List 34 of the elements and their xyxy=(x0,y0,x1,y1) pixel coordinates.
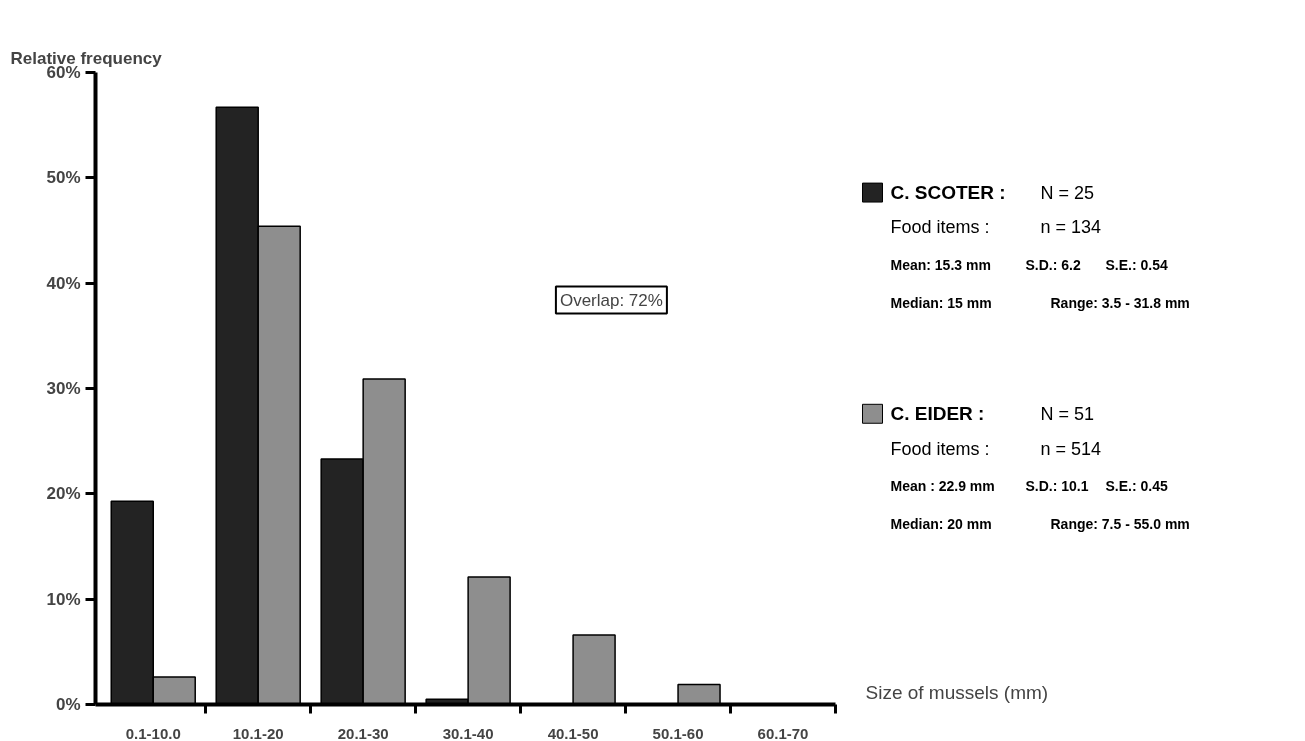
x-tick-label: 40.1-50 xyxy=(547,724,599,741)
y-tick-label: 20% xyxy=(46,484,81,504)
text: n = 514 xyxy=(1040,438,1102,459)
text: S.D.: 6.2 xyxy=(1025,257,1081,274)
text: Range: 3.5 - 31.8 mm xyxy=(1050,295,1190,312)
y-tick-label: 60% xyxy=(46,63,81,82)
y-tick-label: 0% xyxy=(55,695,81,714)
y-tick-label: 40% xyxy=(46,273,81,293)
text: Median: 15 mm xyxy=(890,295,992,312)
text: N = 25 xyxy=(1040,182,1095,203)
text: Median: 20 mm xyxy=(890,516,992,533)
legend-label: C. SCOTER : xyxy=(890,182,1006,204)
y-tick-label: 30% xyxy=(46,379,81,398)
text: S.E.: 0.45 xyxy=(1105,478,1168,495)
x-tick-label: 30.1-40 xyxy=(442,724,494,741)
text: N = 51 xyxy=(1040,403,1095,424)
x-tick-label: 20.1-30 xyxy=(337,724,389,741)
text: Range: 7.5 - 55.0 mm xyxy=(1050,516,1190,533)
annotation: Overlap: 72% xyxy=(559,290,663,310)
text: Food items : xyxy=(890,438,990,459)
y-tick-label: 10% xyxy=(46,589,81,609)
legend-label: C. EIDER : xyxy=(890,403,985,425)
text: n = 134 xyxy=(1040,217,1102,238)
x-tick-label: 50.1-60 xyxy=(652,724,704,741)
text: S.D.: 10.1 xyxy=(1025,478,1089,495)
x-tick-label: 60.1-70 xyxy=(757,724,809,741)
text: Mean: 15.3 mm xyxy=(890,257,991,274)
text: S.E.: 0.54 xyxy=(1105,257,1168,274)
x-axis-title: Size of mussels (mm) xyxy=(865,681,1049,703)
text: Food items : xyxy=(890,217,990,238)
text: Mean : 22.9 mm xyxy=(890,478,995,495)
x-tick-label: 0.1-10.0 xyxy=(125,724,181,741)
y-tick-label: 50% xyxy=(46,168,81,188)
x-tick-label: 10.1-20 xyxy=(232,724,284,741)
